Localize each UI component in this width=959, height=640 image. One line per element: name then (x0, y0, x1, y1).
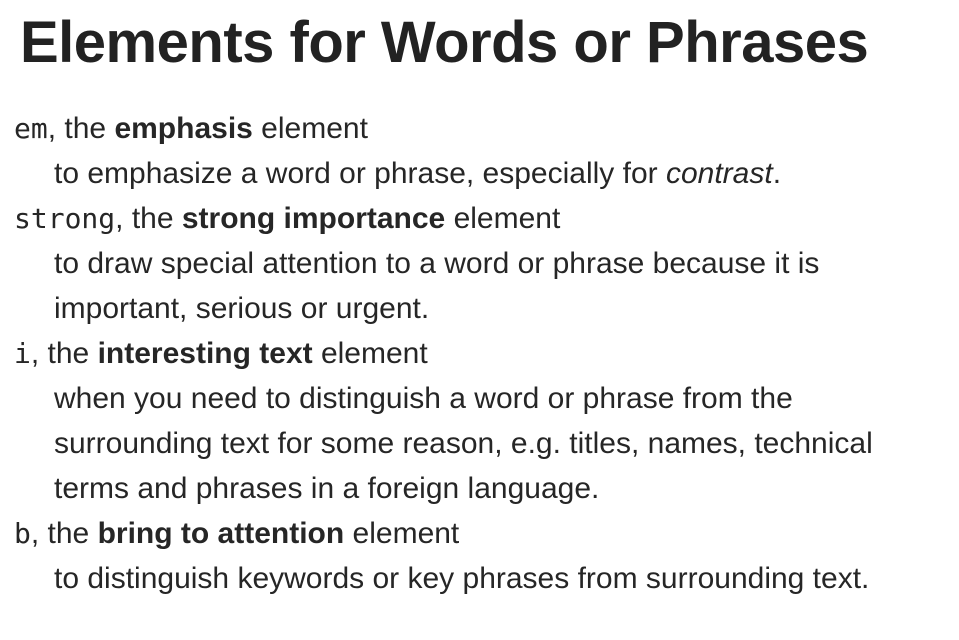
term-separator: , the (115, 202, 182, 235)
element-code: i (14, 337, 31, 370)
definition-strong: to draw special attention to a word or p… (54, 241, 944, 331)
term-separator: , the (47, 112, 115, 145)
definition-line: to draw special attention to a word or p… (54, 247, 820, 280)
element-name: interesting text (97, 337, 313, 370)
element-name: strong importance (181, 202, 446, 235)
term-em: em, the emphasis element (14, 106, 944, 151)
term-suffix: element (445, 202, 561, 235)
definition-text: to emphasize a word or phrase, especiall… (54, 157, 666, 190)
page-title: Elements for Words or Phrases (20, 10, 869, 75)
definition-i: when you need to distinguish a word or p… (54, 376, 944, 511)
definition-line: to distinguish keywords or key phrases f… (54, 562, 870, 595)
definition-line: surrounding text for some reason, e.g. t… (54, 427, 873, 460)
element-name: bring to attention (97, 517, 345, 550)
definition-line: important, serious or urgent. (54, 292, 430, 325)
definition-italic-word: contrast (665, 157, 773, 190)
term-i: i, the interesting text element (14, 331, 944, 376)
definition-em: to emphasize a word or phrase, especiall… (54, 151, 944, 196)
term-separator: , the (30, 517, 98, 550)
definition-text-end: . (772, 157, 782, 190)
term-separator: , the (30, 337, 98, 370)
element-code: em (14, 112, 48, 145)
definition-b: to distinguish keywords or key phrases f… (54, 556, 944, 601)
term-suffix: element (312, 337, 428, 370)
definition-line: terms and phrases in a foreign language. (54, 472, 600, 505)
term-suffix: element (344, 517, 460, 550)
element-name: emphasis (114, 112, 253, 145)
term-strong: strong, the strong importance element (14, 196, 944, 241)
element-code: strong (14, 202, 116, 235)
definition-list: em, the emphasis element to emphasize a … (14, 106, 944, 601)
element-code: b (14, 517, 31, 550)
term-b: b, the bring to attention element (14, 511, 944, 556)
definition-line: when you need to distinguish a word or p… (54, 382, 793, 415)
term-suffix: element (252, 112, 368, 145)
